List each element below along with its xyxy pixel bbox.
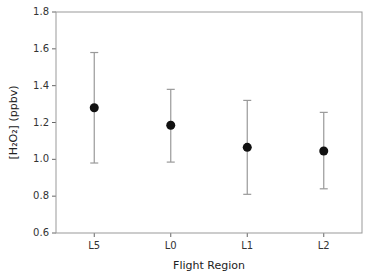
chart: 0.6 0.8 1.0 1.2 1.4 1.6 1.8 L5 L0 L1 L2 Flight Regi… [0,0,374,277]
x-tick-label: L2 [318,240,330,251]
y-tick-label: 1.4 [33,80,49,91]
y-tick [52,159,56,160]
x-tick-label: L5 [88,240,100,251]
x-tick [94,233,95,237]
error-cap-upper [320,112,328,113]
y-tick [52,122,56,123]
y-axis-label: [H₂O₂] (ppbv) [7,86,20,160]
x-tick-label: L1 [241,240,253,251]
x-axis-label: Flight Region [173,259,245,272]
plot-frame [56,12,362,233]
x-tick-label: L0 [165,240,177,251]
error-cap-upper [167,89,175,90]
y-tick-label: 1.0 [33,153,49,164]
marks [90,53,329,195]
x-tick [247,233,248,237]
y-tick [52,12,56,13]
y-tick [52,196,56,197]
axes: 0.6 0.8 1.0 1.2 1.4 1.6 1.8 L5 L0 L1 L2 [33,6,362,251]
y-tick-label: 1.2 [33,117,49,128]
x-tick [170,233,171,237]
error-cap-upper [243,100,251,101]
y-tick-label: 0.6 [33,227,49,238]
y-tick [52,48,56,49]
point [90,103,99,112]
error-cap-upper [90,52,98,53]
y-tick-label: 1.8 [33,6,49,17]
y-tick [52,85,56,86]
point [166,121,175,130]
y-tick-label: 0.8 [33,190,49,201]
error-cap-lower [320,188,328,189]
chart-container: 0.6 0.8 1.0 1.2 1.4 1.6 1.8 L5 L0 L1 L2 Flight Regi… [0,0,374,277]
point [243,143,252,152]
error-cap-lower [167,161,175,162]
point [319,147,328,156]
y-tick-label: 1.6 [33,43,49,54]
error-cap-lower [243,194,251,195]
error-cap-lower [90,162,98,163]
x-tick [323,233,324,237]
y-tick [52,233,56,234]
